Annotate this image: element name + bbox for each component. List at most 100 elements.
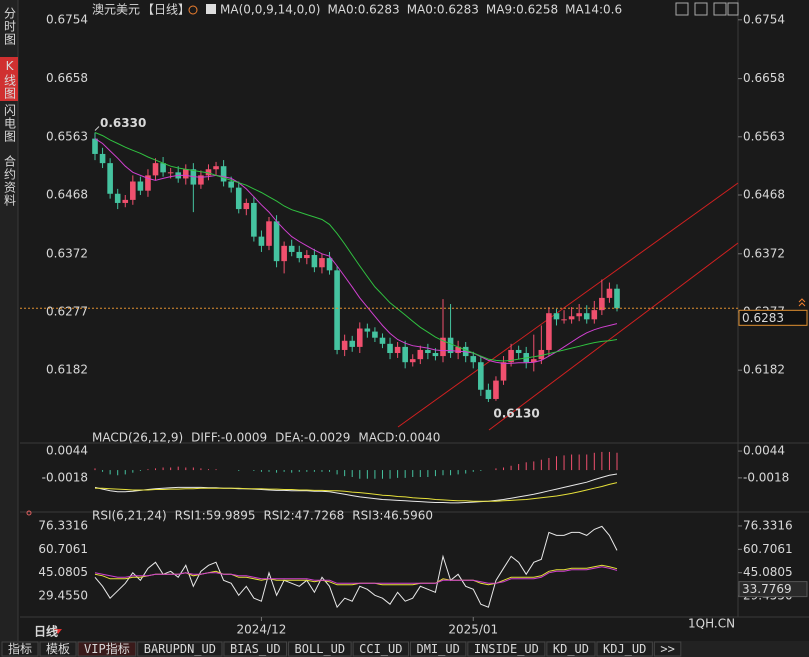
- side-tab[interactable]: 闪电图: [3, 104, 17, 143]
- side-bar: [0, 0, 18, 641]
- candle-body: [296, 251, 303, 259]
- candle-body: [251, 202, 257, 237]
- bottom-tab[interactable]: CCI_UD: [359, 642, 402, 656]
- candle-body: [281, 245, 287, 262]
- y-tick-label: 0.0044: [46, 444, 88, 458]
- bottom-tab-bg[interactable]: [39, 641, 77, 657]
- side-tab-bg: [0, 57, 18, 101]
- bottom-tab[interactable]: KDJ_UD: [603, 642, 646, 656]
- last-price-box: [738, 309, 808, 326]
- candle-body: [606, 288, 613, 298]
- candle-body: [243, 202, 250, 210]
- candle-body: [379, 337, 386, 344]
- candle-body: [402, 346, 408, 363]
- candle-body: [319, 258, 325, 268]
- legend-item: DIFF:-0.0009: [191, 431, 267, 445]
- watermark: 1QH.CN: [688, 617, 735, 631]
- candle-body: [258, 236, 265, 246]
- bottom-tab-bg[interactable]: [546, 641, 596, 657]
- bottom-tab-bg[interactable]: [288, 641, 352, 657]
- bottom-tab-bg[interactable]: [596, 641, 653, 657]
- bottom-tab-bg[interactable]: [409, 641, 467, 657]
- candle-body: [213, 166, 219, 170]
- high-label: 0.6330: [100, 116, 146, 130]
- ma-line: [94, 132, 618, 362]
- candle-body: [394, 346, 401, 354]
- bottom-tab[interactable]: 指标: [8, 641, 32, 656]
- dropdown-icon[interactable]: [54, 629, 62, 634]
- candle-body: [182, 169, 189, 179]
- bottom-tab[interactable]: BIAS_UD: [230, 642, 281, 656]
- y-tick-label-right: 0.6658: [743, 71, 785, 85]
- candle-body: [568, 316, 575, 320]
- y-tick-label-right: 0.6754: [743, 12, 785, 26]
- trend-line: [397, 182, 739, 428]
- bottom-tab-bg[interactable]: [223, 641, 288, 657]
- candle-body: [235, 187, 242, 210]
- bottom-tab[interactable]: KD_UD: [553, 642, 589, 656]
- ma-line: [94, 138, 618, 364]
- bottom-tab[interactable]: VIP指标: [84, 641, 130, 656]
- readout-label: 33.7769: [742, 582, 792, 596]
- candle-body: [553, 313, 560, 320]
- y-tick-label-right: 45.0805: [743, 565, 793, 579]
- rsi-line: [94, 566, 618, 584]
- panel-icon: [26, 510, 32, 516]
- icon[interactable]: [694, 2, 708, 16]
- candle-body: [92, 138, 98, 154]
- legend-item: DEA:-0.0029: [275, 431, 350, 445]
- readout-box: [738, 581, 808, 598]
- candle-body: [440, 337, 446, 357]
- bottom-tab-bg[interactable]: [137, 641, 223, 657]
- y-tick-label: 0.6372: [46, 246, 88, 260]
- bottom-tab-bg[interactable]: [352, 641, 409, 657]
- scroll-icon: [798, 298, 806, 307]
- legend-item: RSI(6,21,24): [92, 509, 167, 523]
- candle-body: [266, 221, 272, 246]
- icon[interactable]: [727, 2, 739, 16]
- bottom-tab[interactable]: BARUPDN_UD: [144, 642, 216, 656]
- side-tab[interactable]: 分时图: [3, 7, 17, 46]
- y-tick-label-right: 0.6372: [743, 246, 785, 260]
- bottom-tab[interactable]: INSIDE_UD: [474, 642, 539, 656]
- ma-icon[interactable]: [206, 4, 216, 14]
- candle-body: [349, 340, 356, 347]
- bottom-tab-bg[interactable]: [653, 641, 682, 657]
- candle-body: [304, 255, 310, 259]
- candle-body: [198, 175, 204, 185]
- candle-body: [160, 163, 166, 173]
- bottom-tab-bg[interactable]: [467, 641, 546, 657]
- side-tab[interactable]: K线图: [3, 59, 17, 100]
- candle-body: [500, 362, 507, 381]
- candle-body: [583, 313, 590, 320]
- bottom-tab[interactable]: BOLL_UD: [295, 642, 346, 656]
- candle-body: [409, 359, 416, 363]
- legend-item: MA9:0.6258: [486, 3, 558, 17]
- bottom-tab[interactable]: >>: [660, 642, 674, 656]
- candle-body: [546, 313, 552, 350]
- add-icon[interactable]: [188, 5, 198, 15]
- x-tick-label: 2024/12: [237, 623, 287, 637]
- period-label[interactable]: 日线: [34, 624, 58, 639]
- candle-body: [425, 349, 431, 354]
- marker: [94, 126, 100, 131]
- y-tick-label: 0.6754: [46, 12, 88, 26]
- legend-item: MACD(26,12,9): [92, 431, 183, 445]
- candle-body: [538, 349, 545, 360]
- legend-item: RSI2:47.7268: [263, 509, 344, 523]
- candle-body: [561, 319, 567, 321]
- icon[interactable]: [713, 2, 727, 16]
- legend-item: MA(0,0,9,14,0,0): [220, 3, 320, 17]
- y-tick-label: 76.3316: [38, 518, 88, 532]
- legend-item: MACD:0.0040: [358, 431, 440, 445]
- bottom-tab-bg[interactable]: [1, 641, 39, 657]
- side-tab[interactable]: 合约资料: [3, 154, 17, 207]
- bottom-tab[interactable]: 模板: [46, 642, 70, 656]
- bottom-tab-bg[interactable]: [77, 641, 137, 657]
- candle-body: [485, 389, 492, 399]
- candle-body: [114, 193, 121, 203]
- candle-body: [364, 328, 371, 332]
- bottom-tab[interactable]: DMI_UD: [416, 642, 459, 656]
- icon[interactable]: [675, 2, 689, 16]
- candle-body: [530, 359, 537, 363]
